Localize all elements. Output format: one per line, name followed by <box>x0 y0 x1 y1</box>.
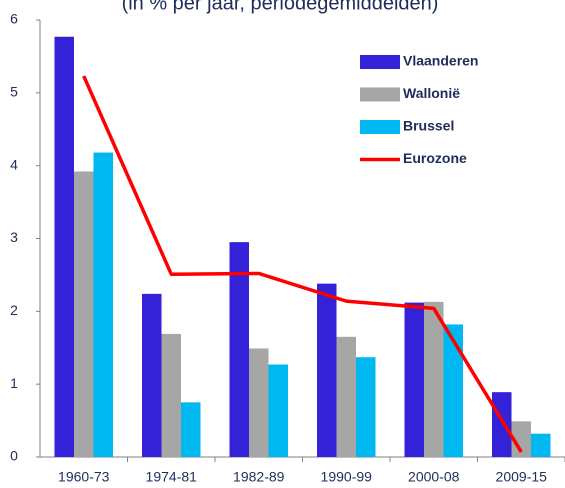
bar <box>492 392 512 457</box>
legend-swatch <box>360 55 400 69</box>
bar <box>142 293 162 457</box>
bar <box>93 152 113 457</box>
legend-label: Wallonië <box>403 85 460 101</box>
bar <box>54 36 74 457</box>
bar <box>249 348 269 457</box>
bar <box>74 171 94 457</box>
legend-label: Vlaanderen <box>403 53 478 69</box>
y-tick-label: 0 <box>10 448 18 464</box>
bar <box>161 333 181 457</box>
bar <box>181 402 201 457</box>
y-tick-label: 5 <box>10 84 18 100</box>
y-tick-label: 2 <box>10 302 18 318</box>
chart-title: (in % per jaar, periodegemiddelden) <box>122 0 439 14</box>
bar <box>317 283 337 457</box>
y-tick-label: 6 <box>10 11 18 27</box>
y-tick-label: 1 <box>10 375 18 391</box>
x-tick-label: 1960-73 <box>58 469 110 485</box>
bar <box>443 324 463 457</box>
bar <box>531 433 551 457</box>
x-tick-label: 1990-99 <box>321 469 373 485</box>
x-tick-label: 2000-08 <box>408 469 460 485</box>
bar <box>404 302 424 457</box>
line <box>82 75 523 453</box>
x-tick-label: 1982-89 <box>233 469 285 485</box>
bar <box>511 421 531 457</box>
bar <box>336 336 356 457</box>
bar <box>268 364 288 457</box>
legend-label: Eurozone <box>403 150 467 166</box>
bar <box>356 357 376 457</box>
x-tick-label: 1974-81 <box>146 469 198 485</box>
x-tick-label: 2009-15 <box>496 469 548 485</box>
legend-swatch <box>360 120 400 134</box>
legend-label: Brussel <box>403 118 454 134</box>
legend-swatch <box>360 87 400 102</box>
y-tick-label: 4 <box>10 156 18 172</box>
bar <box>424 301 444 457</box>
y-tick-label: 3 <box>10 229 18 245</box>
bar <box>229 242 249 457</box>
